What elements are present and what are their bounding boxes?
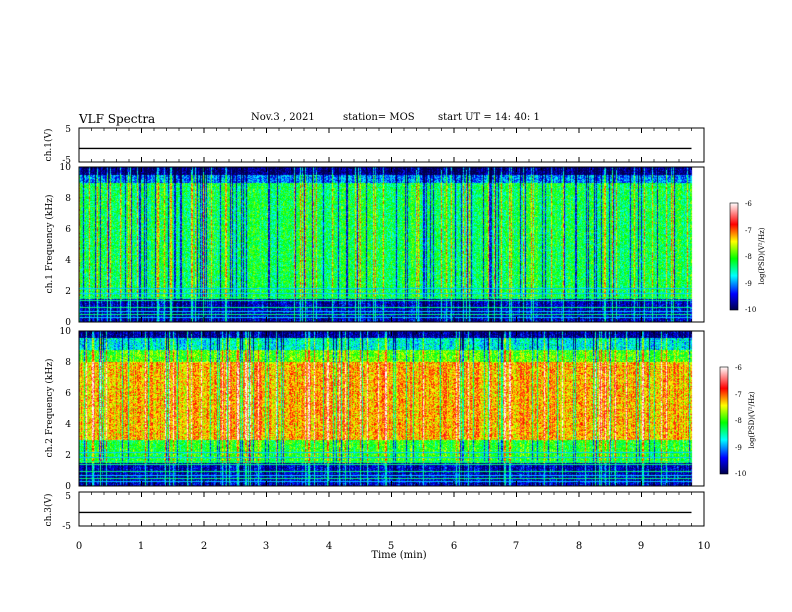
- ch1-colorbar: [729, 202, 739, 311]
- xtick-8: 8: [576, 541, 582, 552]
- ch1-ytick-6: 6: [65, 225, 71, 235]
- xtick-3: 3: [263, 541, 269, 552]
- xtick-6: 6: [451, 541, 457, 552]
- ch1-voltage-panel: 5 -5 ch.1(V): [43, 125, 705, 166]
- ch3-voltage-frame: [78, 491, 705, 527]
- ch2-cb-tick-m10: -10: [735, 470, 746, 478]
- ch2-spectrogram-image: [79, 331, 704, 486]
- ch2-spectrogram-ylabel: ch.2 Frequency (kHz): [44, 359, 55, 458]
- ch1-ytick-10: 10: [60, 163, 72, 173]
- spectrogram-raster-1: [79, 167, 704, 322]
- ch1-voltage-frame: [78, 127, 705, 163]
- ch1-cb-tick-m10: -10: [745, 306, 756, 314]
- ch2-cb-tick-m8: -8: [735, 417, 742, 425]
- ch2-ytick-6: 6: [65, 389, 71, 399]
- start-ut-label: start UT = 14: 40: 1: [438, 112, 540, 123]
- ch2-ytick-10: 10: [60, 327, 72, 337]
- ch2-ytick-4: 4: [65, 420, 71, 430]
- ch3-voltage-ytick-bottom: -5: [62, 522, 71, 532]
- ch1-spectrogram-ticks: [78, 167, 705, 322]
- xtick-4: 4: [326, 541, 332, 552]
- ch2-ytick-0: 0: [65, 482, 71, 492]
- xtick-1: 1: [138, 541, 144, 552]
- ch3-voltage-ytick-top: 5: [65, 492, 71, 502]
- ch1-cb-tick-m8: -8: [745, 253, 752, 261]
- station-label: station= MOS: [343, 112, 415, 123]
- ch1-ytick-2: 2: [65, 287, 71, 297]
- ch1-spectrogram-image: [79, 167, 704, 322]
- ch1-cb-tick-m7: -7: [745, 227, 752, 235]
- ch1-ytick-4: 4: [65, 256, 71, 266]
- ch3-voltage-ylabel: ch.3(V): [43, 494, 54, 527]
- xtick-5: 5: [388, 541, 394, 552]
- ch2-cb-tick-m6: -6: [735, 364, 742, 372]
- ch3-voltage-panel: 5 -5 ch.3(V): [43, 491, 705, 532]
- xtick-2: 2: [201, 541, 207, 552]
- ch1-voltage-ticks: [78, 128, 705, 162]
- ch1-cb-tick-m9: -9: [745, 280, 752, 288]
- time-axis: 0 1 2 3 4 5 6 7 8 9 10 Time (min): [76, 541, 711, 561]
- ch2-ytick-2: 2: [65, 451, 71, 461]
- ch1-voltage-ylabel: ch.1(V): [43, 129, 54, 162]
- xtick-10: 10: [698, 541, 711, 552]
- figure-title: VLF Spectra: [79, 112, 156, 126]
- xtick-7: 7: [513, 541, 519, 552]
- date-label: Nov.3 , 2021: [251, 112, 315, 123]
- ch1-spectrogram-ylabel: ch.1 Frequency (kHz): [44, 195, 55, 294]
- xtick-9: 9: [638, 541, 644, 552]
- ch1-voltage-ytick-bottom: -5: [62, 156, 71, 166]
- ch1-cb-tick-m6: -6: [745, 200, 752, 208]
- xtick-0: 0: [76, 541, 82, 552]
- ch2-spectrogram-panel: 0 2 4 6 8 10 ch.2 Frequency (kHz) -6 -7 …: [44, 327, 756, 492]
- ch1-ytick-0: 0: [65, 318, 71, 328]
- ch1-colorbar-label: log(PSD)(V²/Hz): [758, 227, 766, 284]
- ch3-voltage-ticks: [78, 492, 705, 526]
- ch2-colorbar-label: log(PSD)(V²/Hz): [748, 391, 756, 448]
- ch2-cb-tick-m7: -7: [735, 391, 742, 399]
- ch2-cb-tick-m9: -9: [735, 444, 742, 452]
- ch2-colorbar: [719, 366, 729, 475]
- ch1-spectrogram-panel: 0 2 4 6 8 10 ch.1 Frequency (kHz) -6 -7 …: [44, 163, 766, 328]
- ch1-voltage-ytick-top: 5: [65, 125, 71, 135]
- ch1-ytick-8: 8: [65, 194, 71, 204]
- ch2-ytick-8: 8: [65, 358, 71, 368]
- time-axis-label: Time (min): [371, 550, 426, 561]
- ch2-spectrogram-ticks: [78, 331, 705, 486]
- spectrogram-raster-2: [79, 331, 704, 486]
